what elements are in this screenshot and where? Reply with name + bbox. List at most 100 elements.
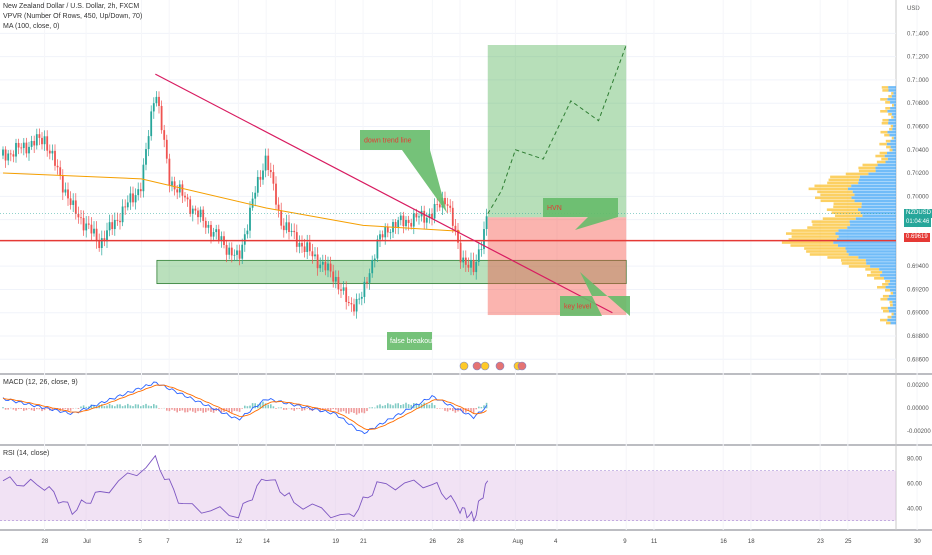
candle-body — [130, 193, 132, 202]
macd-histogram-bar — [150, 406, 152, 408]
candle-body — [143, 165, 145, 191]
macd-histogram-bar — [140, 406, 142, 408]
candle-body — [468, 265, 470, 268]
volume-profile-bar-down — [880, 110, 887, 113]
macd-histogram-bar — [176, 408, 178, 412]
candle-body — [88, 224, 90, 225]
macd-histogram-bar — [475, 408, 477, 409]
candle-body — [213, 232, 215, 237]
volume-profile-bar-up — [893, 92, 896, 95]
macd-histogram-bar — [429, 405, 431, 409]
volume-profile-bar-up — [851, 185, 896, 188]
candle-body — [65, 189, 67, 192]
candle-body — [247, 231, 249, 235]
volume-profile-bar-up — [893, 304, 896, 307]
legend-title: New Zealand Dollar / U.S. Dollar, 2h, FX… — [3, 2, 139, 12]
candle-body — [408, 220, 410, 223]
candle-body — [218, 229, 220, 240]
candle-body — [275, 184, 277, 205]
macd-histogram-bar — [351, 408, 353, 412]
macd-histogram-bar — [130, 405, 132, 408]
price-tick-label: 0.70000 — [907, 194, 929, 200]
time-tick-label: 21 — [360, 539, 367, 545]
candle-body — [226, 245, 228, 255]
candle-body — [301, 243, 303, 246]
volume-profile-bar-up — [890, 322, 896, 325]
volume-profile-bar-up — [880, 274, 896, 277]
time-tick-label: 23 — [817, 539, 824, 545]
volume-profile-bar-down — [880, 298, 887, 301]
macd-histogram-bar — [377, 405, 379, 408]
macd-histogram-bar — [262, 402, 264, 409]
macd-histogram-bar — [26, 408, 28, 410]
candle-body — [189, 199, 191, 214]
volume-profile-bar-up — [893, 116, 896, 119]
candle-body — [234, 255, 236, 256]
candle-body — [166, 140, 168, 159]
time-tick-label: 28 — [457, 539, 464, 545]
macd-histogram-bar — [36, 408, 38, 409]
macd-histogram-bar — [286, 408, 288, 410]
volume-profile-bar-down — [812, 220, 850, 223]
candle-body — [75, 200, 77, 213]
candle-body — [197, 211, 199, 218]
candle-body — [296, 232, 298, 247]
volume-profile-bar-down — [874, 277, 884, 280]
macd-histogram-bar — [171, 408, 173, 410]
candle-body — [338, 277, 340, 289]
candle-body — [169, 159, 171, 186]
candle-body — [390, 232, 392, 233]
volume-profile-bar-up — [878, 164, 896, 167]
volume-profile-bar-down — [865, 268, 879, 271]
candle-body — [28, 147, 30, 153]
price-tick-label: 0.68800 — [907, 334, 929, 340]
candle-body — [33, 141, 35, 145]
candle-body — [371, 260, 373, 273]
candle-body — [374, 259, 376, 260]
macd-histogram-bar — [78, 408, 80, 409]
time-tick-label: 19 — [332, 539, 339, 545]
macd-histogram-bar — [156, 405, 158, 408]
candle-body — [335, 277, 337, 282]
volume-profile-bar-down — [791, 229, 838, 232]
macd-histogram-bar — [111, 405, 113, 408]
volume-profile-bar-down — [880, 152, 887, 155]
volume-profile-bar-down — [882, 86, 888, 89]
volume-profile-bar-up — [888, 158, 896, 161]
macd-histogram-bar — [325, 408, 327, 409]
candle-body — [288, 222, 290, 232]
volume-profile-bar-up — [850, 223, 896, 226]
candle-body — [405, 220, 407, 226]
candle-body — [377, 239, 379, 258]
macd-histogram-bar — [353, 408, 355, 413]
macd-histogram-bar — [208, 408, 210, 411]
candle-body — [304, 246, 306, 252]
volume-profile-bar-up — [893, 125, 896, 128]
macd-histogram-bar — [254, 403, 256, 408]
volume-profile-bar-down — [846, 173, 869, 176]
candle-body — [267, 156, 269, 170]
candle-body — [312, 251, 314, 256]
volume-profile-bar-up — [894, 313, 896, 316]
candle-body — [221, 236, 223, 240]
macd-histogram-bar — [15, 408, 17, 411]
candle-body — [416, 213, 418, 217]
macd-histogram-bar — [124, 405, 126, 408]
volume-profile-bar-down — [817, 191, 852, 194]
volume-profile-bar-down — [891, 92, 893, 95]
candle-body — [62, 176, 64, 192]
legend-ma: MA (100, close, 0) — [3, 22, 59, 32]
candle-body — [215, 229, 217, 232]
macd-histogram-bar — [293, 408, 295, 411]
volume-profile-bar-up — [887, 298, 896, 301]
volume-profile-bar-down — [832, 211, 861, 214]
volume-profile-bar-up — [861, 211, 896, 214]
candle-body — [132, 193, 134, 202]
time-tick-label: 16 — [720, 539, 727, 545]
candle-body — [163, 130, 165, 140]
price-tick-label: 0.71200 — [907, 55, 929, 61]
volume-profile-bar-down — [830, 176, 860, 179]
macd-histogram-bar — [195, 408, 197, 413]
